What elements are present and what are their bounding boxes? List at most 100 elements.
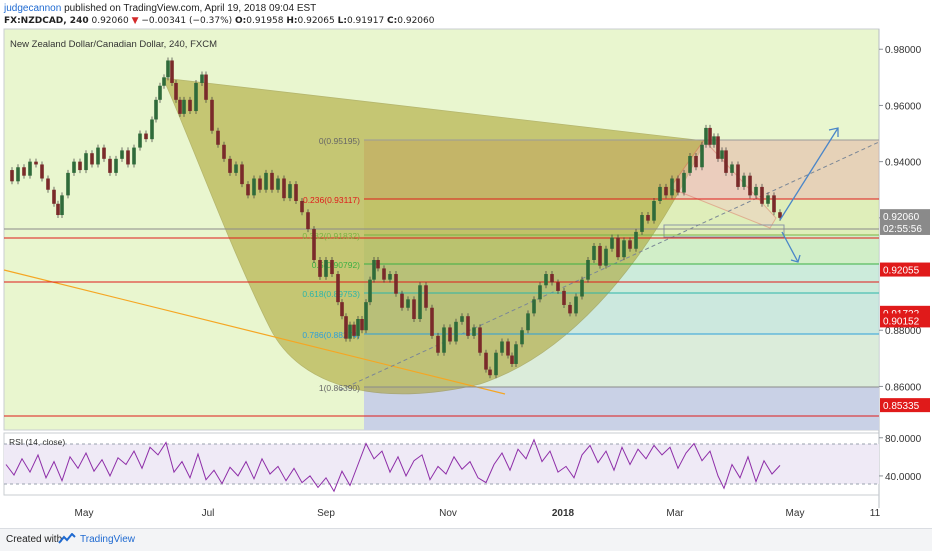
open-value: 0.91958 [246, 16, 284, 26]
candle-body [550, 274, 554, 283]
candle-body [144, 133, 148, 140]
fib-zone-below-1 [364, 387, 879, 430]
candle-body [138, 133, 142, 148]
candle-body [158, 85, 162, 100]
x-tick-label: Sep [317, 508, 335, 519]
y-tick-label: 0.94000 [885, 158, 922, 169]
symbol-label: FX:NZDCAD, 240 [4, 16, 89, 26]
candle-body [598, 245, 602, 266]
author-link[interactable]: judgecannon [4, 3, 62, 14]
rsi-tick-label: 80.0000 [885, 434, 922, 445]
candle-body [382, 268, 386, 280]
candle-body [544, 274, 548, 286]
candle-body [132, 147, 136, 165]
candle-body [622, 240, 626, 258]
bullish-arrowhead-icon [828, 127, 839, 137]
price-tag-label: 0.92060 [883, 212, 920, 223]
candle-body [306, 212, 310, 230]
candle-body [324, 259, 328, 277]
fib-label-1: 1(0.86390) [319, 383, 360, 393]
candle-body [748, 175, 752, 196]
candle-body [730, 164, 734, 173]
price-tag-label: 0.90152 [883, 316, 920, 327]
candle-body [754, 186, 758, 196]
orange-trendline [3, 269, 506, 395]
candle-body [742, 175, 746, 187]
price-tag-box [880, 398, 930, 413]
price-change: −0.00341 (−0.37%) [141, 16, 233, 26]
candle-body [670, 178, 674, 196]
candle-body [10, 170, 14, 182]
candle-body [592, 245, 596, 260]
candle-body [526, 313, 530, 331]
rsi-band [4, 444, 879, 484]
candle-body [484, 352, 488, 370]
candle-body [448, 327, 452, 342]
candle-body [688, 156, 692, 173]
candle-body [200, 74, 204, 83]
candle-body [364, 302, 368, 331]
rsi-tick-label: 40.0000 [885, 472, 922, 483]
down-arrow-icon: ▼ [131, 16, 139, 26]
candle-body [154, 99, 158, 120]
candle-body [514, 344, 518, 364]
candle-body [344, 316, 348, 339]
candle-body [538, 285, 542, 300]
dashed-trendline [339, 141, 880, 391]
x-tick-label: Jul [202, 508, 215, 519]
candle-body [658, 186, 662, 201]
candle-body [694, 156, 698, 168]
tradingview-brand-link[interactable]: TradingView [80, 534, 136, 545]
candle-body [424, 285, 428, 308]
candle-body [466, 316, 470, 336]
candle-body [188, 99, 192, 112]
candle-body [472, 327, 476, 336]
published-text: published on TradingView.com, April 19, … [64, 3, 317, 14]
candle-body [640, 215, 644, 232]
close-value: 0.92060 [397, 16, 435, 26]
candle-body [216, 130, 220, 145]
candle-body [246, 184, 250, 196]
candle-body [264, 172, 268, 190]
candle-body [336, 274, 340, 303]
candle-body [760, 186, 764, 204]
candle-body [60, 195, 64, 216]
bullish-projection-arrow [779, 127, 839, 221]
candle-body [84, 153, 88, 171]
candle-body [510, 355, 514, 364]
candle-body [412, 299, 416, 320]
candle-body [22, 167, 26, 176]
candle-body [716, 136, 720, 159]
candle-body [652, 200, 656, 221]
rsi-line [5, 438, 781, 493]
fib-label-786: 0.786(0.88274) [302, 330, 360, 340]
candle-body [108, 158, 112, 173]
candle-body [352, 324, 356, 336]
candle-body [400, 293, 404, 308]
price-tag-box [880, 313, 930, 328]
candle-body [772, 195, 776, 213]
candle-body [270, 172, 274, 190]
candle-body [616, 237, 620, 258]
candle-body [222, 144, 226, 159]
rsi-label: RSI (14, close) [9, 437, 65, 447]
candle-body [664, 186, 668, 196]
candle-body [78, 161, 82, 171]
candle-body [294, 184, 298, 201]
fib-label-618: 0.618(0.89753) [302, 289, 360, 299]
y-tick-label: 0.98000 [885, 45, 922, 56]
fib-label-0: 0(0.95195) [319, 136, 360, 146]
close-label: C: [387, 16, 398, 26]
candle-body [394, 274, 398, 294]
time-axis: May Jul Sep Nov 2018 Mar May 11 [75, 508, 881, 519]
candle-body [34, 161, 38, 165]
price-tag-box [880, 262, 930, 277]
tradingview-logo-icon[interactable] [58, 533, 76, 545]
rsi-series [5, 438, 781, 493]
candle-body [300, 200, 304, 213]
candle-body [276, 178, 280, 190]
price-chart[interactable]: 0(0.95195) 0.236(0.93117) 0.382(0.91832)… [0, 28, 932, 528]
candle-body [66, 172, 70, 196]
candle-body [126, 150, 130, 165]
candle-body [388, 274, 392, 280]
